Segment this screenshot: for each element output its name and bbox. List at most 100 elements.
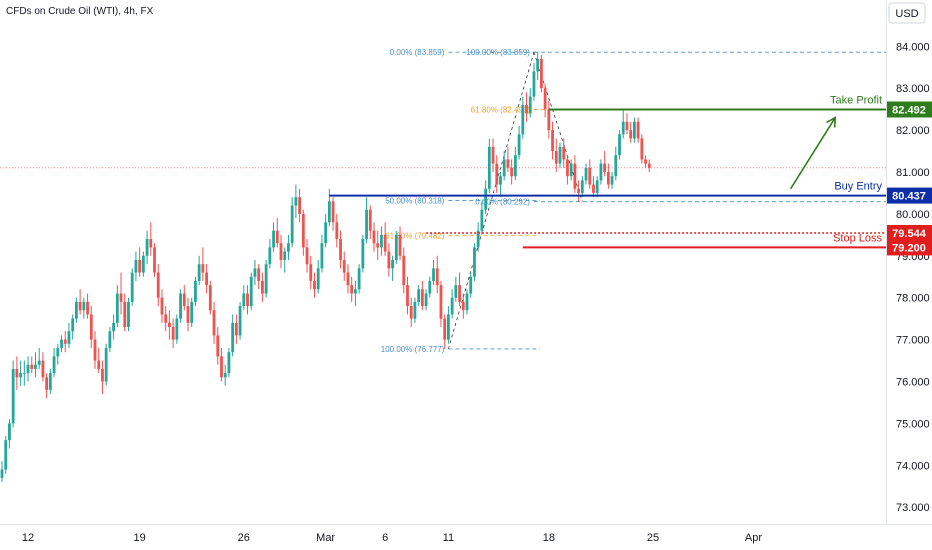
price-tick-label: 82.000 — [896, 125, 930, 137]
candle-body — [450, 297, 454, 315]
candle-body — [573, 163, 577, 189]
candle — [19, 360, 22, 386]
candle — [97, 347, 101, 374]
candle-body — [417, 289, 421, 302]
candle-body — [525, 104, 528, 114]
candle — [491, 138, 495, 172]
candle — [376, 230, 380, 260]
candle — [208, 280, 212, 315]
candle-body — [361, 239, 365, 269]
candle-body — [134, 259, 138, 273]
candle — [603, 151, 607, 177]
candle-body — [357, 268, 361, 290]
candle — [424, 289, 428, 311]
time-axis[interactable]: 12 19 26 Mar 6 11 18 25 Apr — [22, 532, 762, 544]
candle-body — [647, 163, 651, 168]
candle — [71, 314, 75, 340]
candle-body — [41, 360, 45, 378]
candle-body — [78, 301, 82, 311]
candle — [354, 280, 357, 307]
candle-body — [101, 368, 104, 382]
candle-body — [536, 58, 540, 72]
fib-level-label: 61.80% (82.496) — [471, 105, 530, 114]
candle-body — [112, 322, 115, 332]
candle-body — [257, 268, 261, 281]
candle — [610, 172, 614, 189]
candle — [339, 230, 342, 269]
candle-body — [93, 339, 97, 361]
candle — [186, 297, 190, 332]
candle — [606, 163, 610, 189]
candle-body — [264, 264, 268, 294]
candle — [342, 251, 346, 281]
candle — [63, 331, 67, 353]
candle — [160, 289, 164, 323]
trade-level-label: Take Profit — [830, 94, 882, 106]
candle — [573, 155, 577, 193]
candle-body — [327, 201, 331, 223]
candle — [324, 213, 328, 248]
candle-body — [26, 364, 30, 374]
candle — [473, 243, 476, 281]
candle — [272, 222, 275, 252]
candle — [454, 276, 458, 302]
candle-body — [558, 146, 562, 164]
candle-body — [253, 268, 257, 277]
candle-body — [398, 234, 402, 256]
candle-body — [52, 356, 56, 374]
time-tick-label: 18 — [543, 532, 555, 544]
candle — [383, 222, 387, 256]
candle-body — [272, 230, 275, 248]
candle — [629, 121, 633, 143]
price-tag — [887, 101, 932, 118]
price-tick-label: 78.000 — [896, 293, 930, 305]
candle — [8, 419, 11, 449]
candle-body — [346, 272, 350, 286]
candle-body — [227, 352, 231, 374]
candle — [290, 197, 294, 248]
candle-body — [8, 423, 11, 441]
candle — [480, 201, 484, 235]
candle-body — [614, 155, 618, 177]
candle — [201, 247, 205, 281]
candle — [313, 272, 316, 298]
candle-body — [554, 151, 558, 164]
candle — [30, 356, 34, 374]
fib-level-label: 100.00% (83.859) — [466, 48, 530, 57]
candle-body — [465, 293, 469, 311]
candle — [495, 155, 499, 193]
candle — [175, 314, 179, 344]
candle — [231, 314, 235, 357]
candle — [52, 347, 56, 378]
candle-body — [89, 314, 93, 340]
chart-title: CFDs on Crude Oil (WTI), 4h, FX — [6, 6, 154, 17]
candle-body — [179, 293, 182, 319]
candle-body — [71, 318, 75, 332]
currency-button[interactable]: USD — [888, 2, 926, 24]
candle — [104, 343, 108, 386]
candle-body — [495, 163, 499, 185]
price-tag-label: 79.200 — [892, 242, 926, 254]
trade-levels[interactable]: Take Profit Buy Entry Stop Loss — [329, 94, 886, 249]
candle-body — [238, 306, 242, 336]
candle — [93, 331, 97, 369]
candle-body — [324, 222, 328, 244]
candle-body — [301, 213, 305, 248]
candle — [461, 293, 465, 319]
price-axis[interactable]: 84.00083.00082.00081.00080.00079.00078.0… — [887, 41, 932, 514]
candle-body — [406, 285, 409, 307]
candle-body — [231, 322, 235, 353]
candle — [506, 146, 510, 172]
candle-body — [309, 264, 313, 281]
price-tick-label: 76.000 — [896, 377, 930, 389]
candle — [123, 293, 127, 332]
candle — [246, 285, 249, 315]
candle-body — [603, 163, 607, 172]
candle-body — [618, 134, 621, 156]
time-tick-label: 25 — [647, 532, 659, 544]
candle-body — [577, 188, 580, 193]
candle-body — [216, 335, 220, 357]
candle-body — [305, 247, 309, 265]
candle-body — [275, 230, 279, 244]
